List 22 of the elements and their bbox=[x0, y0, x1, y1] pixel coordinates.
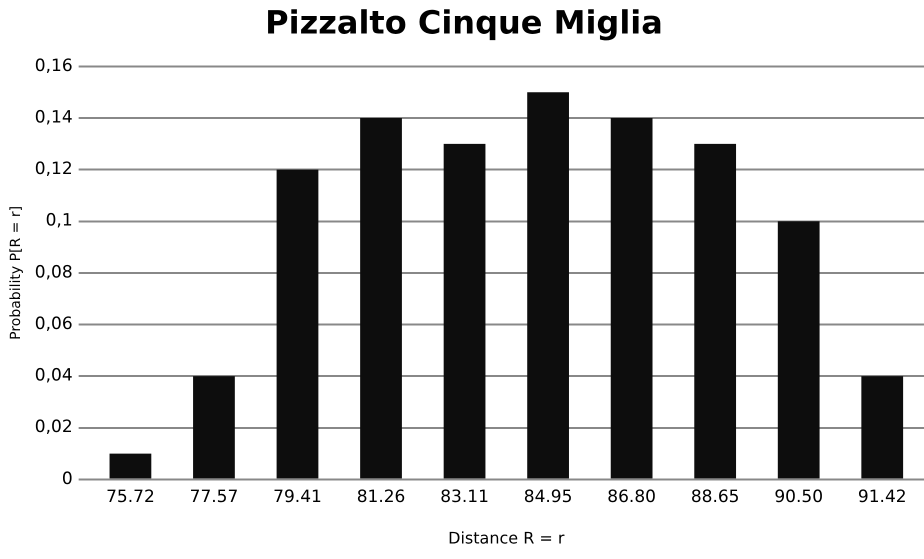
y-tick-label: 0 bbox=[62, 468, 73, 489]
x-tick-label: 86.80 bbox=[607, 487, 656, 508]
y-axis-title: Probability P[R = r] bbox=[8, 206, 24, 340]
chart-title: Pizzalto Cinque Miglia bbox=[265, 4, 663, 42]
x-tick-label: 83.11 bbox=[440, 487, 489, 508]
x-tick-label: 88.65 bbox=[690, 487, 740, 508]
x-tick-label: 75.72 bbox=[106, 487, 155, 508]
y-tick-label: 0,14 bbox=[34, 107, 73, 128]
x-tick-label: 79.41 bbox=[273, 487, 322, 508]
y-tick-label: 0,04 bbox=[34, 366, 73, 386]
y-tick-label: 0,08 bbox=[34, 262, 73, 282]
x-tick-label: 81.26 bbox=[356, 487, 406, 508]
x-axis-title: Distance R = r bbox=[448, 528, 565, 548]
x-tick-label: 77.57 bbox=[190, 487, 238, 508]
y-tick-label: 0,06 bbox=[34, 314, 73, 334]
x-tick-label: 84.95 bbox=[524, 487, 572, 508]
y-tick-label: 0,02 bbox=[34, 417, 73, 438]
x-tick-label: 91.42 bbox=[858, 487, 907, 508]
y-tick-label: 0,16 bbox=[34, 56, 73, 76]
y-tick-label: 0,1 bbox=[46, 210, 73, 231]
y-tick-label: 0,12 bbox=[34, 159, 73, 180]
x-tick-label: 90.50 bbox=[774, 487, 824, 508]
